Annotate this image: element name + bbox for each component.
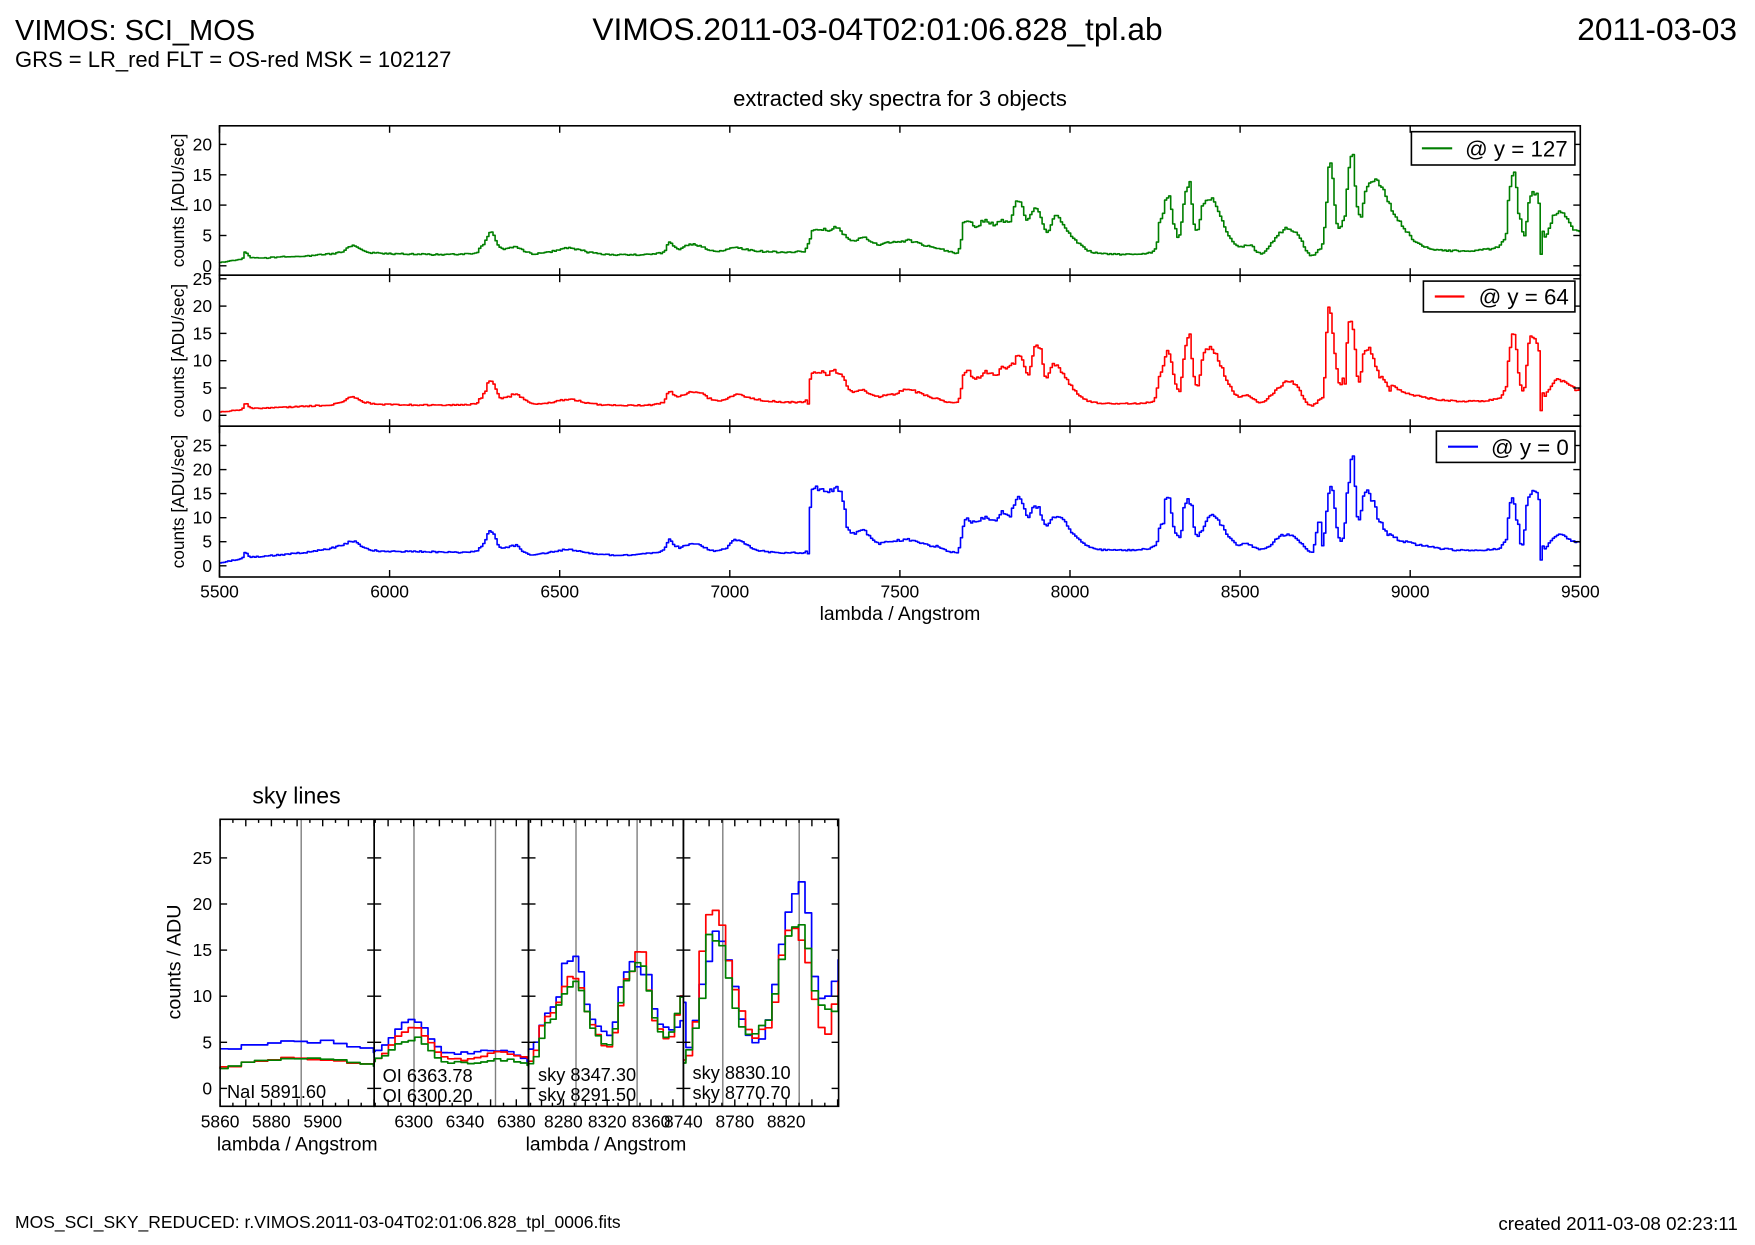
svg-text:OI 6300.20: OI 6300.20 — [383, 1086, 473, 1106]
svg-text:20: 20 — [193, 460, 212, 480]
svg-text:sky lines: sky lines — [252, 783, 340, 809]
svg-text:8740: 8740 — [664, 1112, 703, 1132]
svg-text:lambda / Angstrom: lambda / Angstrom — [820, 604, 981, 625]
svg-text:counts / ADU: counts / ADU — [164, 905, 186, 1020]
svg-text:8320: 8320 — [588, 1112, 627, 1132]
svg-text:5860: 5860 — [201, 1112, 240, 1132]
svg-text:@ y = 64: @ y = 64 — [1479, 285, 1569, 310]
svg-text:6340: 6340 — [446, 1112, 485, 1132]
svg-text:sky 8830.10: sky 8830.10 — [693, 1063, 791, 1083]
svg-text:6380: 6380 — [497, 1112, 536, 1132]
svg-text:20: 20 — [193, 296, 212, 316]
svg-text:8280: 8280 — [544, 1112, 583, 1132]
svg-text:0: 0 — [202, 256, 212, 276]
svg-text:5: 5 — [202, 1032, 212, 1052]
svg-text:counts [ADU/sec]: counts [ADU/sec] — [168, 435, 188, 568]
svg-text:counts [ADU/sec]: counts [ADU/sec] — [168, 134, 188, 268]
svg-text:20: 20 — [193, 894, 212, 914]
svg-text:OI 6363.78: OI 6363.78 — [383, 1066, 473, 1086]
svg-text:0: 0 — [202, 556, 212, 576]
svg-text:15: 15 — [193, 484, 212, 504]
svg-text:8820: 8820 — [767, 1112, 806, 1132]
svg-text:0: 0 — [202, 1078, 212, 1098]
svg-text:GRS = LR_red FLT = OS-red MSK: GRS = LR_red FLT = OS-red MSK = 102127 — [15, 47, 451, 72]
svg-text:2011-03-03: 2011-03-03 — [1577, 11, 1737, 47]
svg-text:VIMOS.2011-03-04T02:01:06.828_: VIMOS.2011-03-04T02:01:06.828_tpl.ab — [592, 11, 1162, 47]
svg-text:0: 0 — [202, 405, 212, 425]
svg-text:sky 8770.70: sky 8770.70 — [693, 1083, 791, 1103]
svg-text:25: 25 — [193, 436, 212, 456]
svg-text:9000: 9000 — [1391, 582, 1430, 602]
svg-text:15: 15 — [193, 323, 212, 343]
svg-text:sky 8347.30: sky 8347.30 — [538, 1065, 636, 1085]
svg-text:25: 25 — [193, 269, 212, 289]
svg-text:8780: 8780 — [715, 1112, 754, 1132]
svg-text:15: 15 — [193, 940, 212, 960]
svg-text:5: 5 — [202, 226, 212, 246]
svg-text:VIMOS: SCI_MOS: VIMOS: SCI_MOS — [15, 15, 255, 47]
svg-text:7500: 7500 — [881, 582, 920, 602]
svg-text:10: 10 — [193, 351, 212, 371]
svg-text:5: 5 — [202, 378, 212, 398]
svg-text:5: 5 — [202, 532, 212, 552]
svg-text:5880: 5880 — [252, 1112, 291, 1132]
svg-text:lambda / Angstrom: lambda / Angstrom — [526, 1135, 687, 1156]
svg-text:5500: 5500 — [200, 582, 239, 602]
svg-text:10: 10 — [193, 195, 212, 215]
svg-text:20: 20 — [193, 134, 212, 154]
svg-text:8500: 8500 — [1221, 582, 1260, 602]
svg-text:lambda / Angstrom: lambda / Angstrom — [217, 1135, 378, 1156]
svg-text:@ y = 0: @ y = 0 — [1491, 435, 1569, 460]
svg-text:10: 10 — [193, 986, 212, 1006]
svg-text:9500: 9500 — [1561, 582, 1600, 602]
svg-text:sky 8291.50: sky 8291.50 — [538, 1085, 636, 1105]
svg-text:15: 15 — [193, 165, 212, 185]
svg-text:7000: 7000 — [710, 582, 749, 602]
svg-text:counts [ADU/sec]: counts [ADU/sec] — [168, 284, 188, 418]
svg-text:extracted sky spectra for 3 ob: extracted sky spectra for 3 objects — [733, 86, 1067, 111]
svg-text:6500: 6500 — [540, 582, 579, 602]
svg-text:8000: 8000 — [1051, 582, 1090, 602]
svg-text:6300: 6300 — [394, 1112, 433, 1132]
svg-text:NaI 5891.60: NaI 5891.60 — [227, 1082, 326, 1102]
svg-text:created 2011-03-08 02:23:11: created 2011-03-08 02:23:11 — [1498, 1213, 1737, 1234]
svg-text:25: 25 — [193, 848, 212, 868]
svg-text:8360: 8360 — [632, 1112, 671, 1132]
svg-text:@ y = 127: @ y = 127 — [1465, 137, 1568, 162]
svg-text:6000: 6000 — [370, 582, 409, 602]
svg-text:MOS_SCI_SKY_REDUCED: r.VIMOS.2: MOS_SCI_SKY_REDUCED: r.VIMOS.2011-03-04T… — [15, 1212, 621, 1233]
svg-text:10: 10 — [193, 508, 212, 528]
svg-text:5900: 5900 — [303, 1112, 342, 1132]
